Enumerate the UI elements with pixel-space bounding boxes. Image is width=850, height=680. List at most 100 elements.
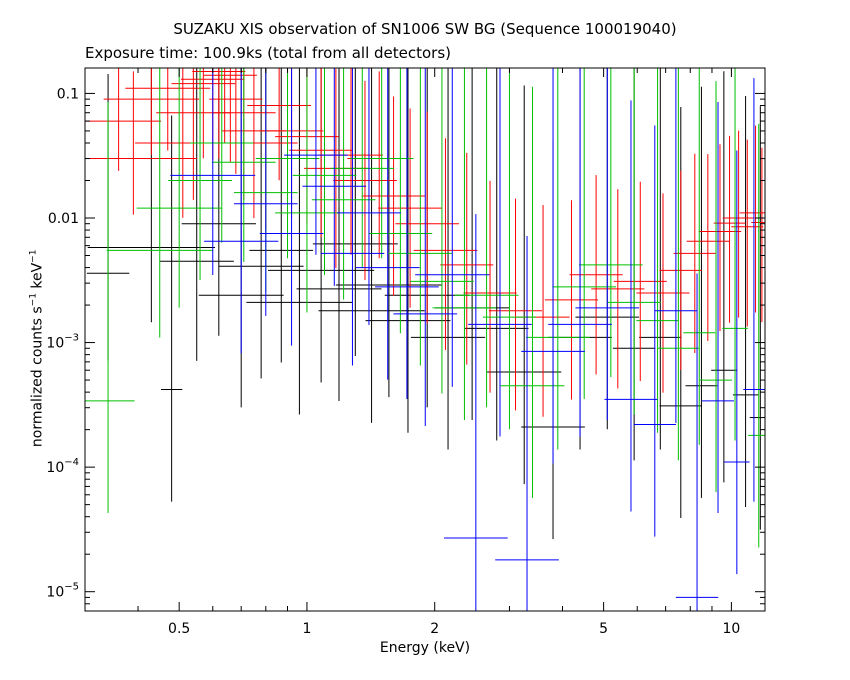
y-tick-label: 10−3	[46, 333, 79, 352]
data-point	[432, 68, 497, 420]
data-point	[683, 68, 716, 445]
data-point	[487, 85, 562, 485]
data-point	[713, 135, 746, 323]
data-point	[548, 68, 612, 437]
data-point	[743, 78, 765, 502]
y-axis-label-exp1: −1	[28, 293, 39, 307]
data-point	[673, 153, 717, 354]
data-point	[722, 68, 748, 441]
data-point	[378, 108, 442, 308]
data-point	[302, 68, 367, 286]
data-point	[488, 198, 543, 411]
data-point	[636, 68, 679, 433]
y-axis-label: normalized counts s−1 keV−1	[29, 188, 46, 508]
data-point	[361, 96, 426, 296]
data-point	[85, 71, 198, 215]
data-point	[722, 130, 755, 318]
x-tick-label: 10	[722, 621, 740, 637]
x-axis-label: Energy (keV)	[379, 640, 471, 656]
data-point	[355, 68, 420, 380]
data-point	[454, 68, 519, 408]
data-point	[685, 86, 718, 498]
data-point	[410, 68, 486, 450]
data-point	[189, 68, 254, 243]
series-1	[85, 67, 765, 417]
data-point	[607, 68, 661, 415]
data-point	[748, 123, 765, 548]
data-point	[686, 154, 730, 341]
data-point	[575, 68, 640, 420]
data-point	[633, 125, 677, 537]
data-point	[415, 68, 490, 387]
data-point	[168, 68, 232, 281]
x-tick-label: 1	[302, 621, 311, 637]
data-point	[468, 68, 532, 437]
data-point	[136, 68, 222, 308]
data-point	[675, 273, 719, 611]
data-point	[525, 68, 590, 450]
y-axis-label-unit: keV	[29, 262, 46, 294]
data-point	[85, 68, 162, 171]
data-point	[275, 68, 339, 313]
data-point	[495, 236, 559, 611]
data-point	[330, 68, 395, 269]
data-point	[552, 68, 617, 399]
y-axis-label-main: normalized counts s	[29, 306, 46, 448]
data-point	[337, 68, 401, 325]
x-tick-label: 5	[599, 621, 608, 637]
data-point	[464, 68, 529, 441]
data-point	[569, 175, 623, 375]
data-point	[659, 170, 703, 370]
data-point	[85, 101, 135, 514]
chart-subtitle: Exposure time: 100.9ks (total from all d…	[85, 44, 452, 62]
data-point	[159, 68, 234, 361]
data-point	[413, 138, 478, 350]
data-point	[203, 68, 257, 163]
series-3	[170, 68, 765, 611]
data-point	[249, 68, 314, 363]
data-point	[259, 68, 324, 346]
data-point	[724, 150, 750, 575]
data-point	[375, 68, 439, 399]
data-point	[463, 180, 517, 393]
data-point	[482, 68, 536, 430]
y-axis-label-exp2: −1	[28, 249, 39, 263]
data-point	[751, 147, 765, 323]
data-point	[319, 68, 383, 255]
data-point	[393, 68, 458, 426]
data-point	[711, 71, 737, 483]
data-point	[204, 68, 279, 354]
data-point	[246, 68, 353, 415]
data-point	[103, 68, 200, 156]
data-point	[347, 71, 412, 259]
data-point	[311, 68, 376, 300]
data-point	[544, 200, 599, 400]
data-point	[613, 181, 667, 382]
data-point	[410, 68, 474, 394]
y-tick-label: 10−4	[46, 457, 79, 476]
data-point	[289, 68, 353, 238]
data-point	[749, 106, 765, 530]
data-point	[335, 68, 442, 398]
data-point	[702, 101, 734, 514]
data-point	[444, 214, 508, 611]
data-point	[440, 152, 494, 365]
data-point	[247, 68, 311, 181]
axes-layer	[84, 67, 766, 612]
data-point	[218, 68, 304, 379]
data-point	[365, 68, 451, 433]
data-point	[292, 68, 357, 275]
series-2	[85, 68, 765, 548]
x-tick-label: 0.5	[168, 621, 190, 637]
data-point	[739, 125, 765, 313]
data-point	[106, 68, 213, 338]
data-point	[233, 68, 298, 316]
data-point	[395, 111, 460, 324]
data-point	[125, 68, 211, 151]
data-point	[500, 86, 565, 498]
data-point	[161, 115, 183, 502]
series-layer	[85, 67, 765, 611]
x-tick-label: 2	[430, 621, 439, 637]
data-point	[604, 100, 658, 512]
data-point	[320, 68, 385, 366]
